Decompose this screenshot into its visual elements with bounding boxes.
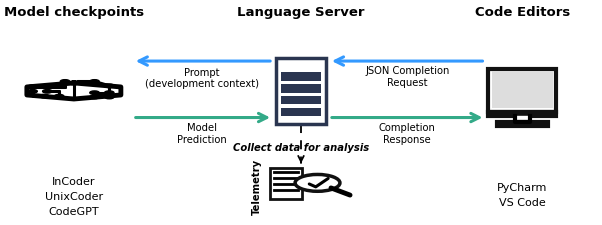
Text: Code Editors: Code Editors	[474, 6, 570, 18]
Circle shape	[90, 80, 99, 84]
FancyBboxPatch shape	[281, 96, 321, 105]
Circle shape	[60, 80, 70, 84]
FancyBboxPatch shape	[488, 69, 556, 112]
Circle shape	[295, 175, 340, 191]
Text: InCoder
UnixCoder
CodeGPT: InCoder UnixCoder CodeGPT	[45, 176, 103, 216]
Circle shape	[54, 95, 64, 99]
FancyBboxPatch shape	[497, 123, 548, 127]
Text: Language Server: Language Server	[237, 6, 365, 18]
Text: PyCharm
VS Code: PyCharm VS Code	[497, 182, 547, 207]
Circle shape	[105, 85, 114, 88]
Polygon shape	[27, 83, 121, 99]
Circle shape	[90, 96, 99, 99]
Text: Model checkpoints: Model checkpoints	[4, 6, 144, 18]
FancyBboxPatch shape	[276, 58, 326, 125]
Circle shape	[90, 92, 99, 95]
FancyBboxPatch shape	[281, 73, 321, 81]
Circle shape	[105, 92, 114, 95]
FancyBboxPatch shape	[270, 169, 302, 200]
Text: JSON Completion
Request: JSON Completion Request	[365, 66, 449, 88]
Text: Completion
Response: Completion Response	[379, 122, 436, 144]
Text: Collect data for analysis: Collect data for analysis	[233, 142, 369, 152]
Circle shape	[43, 90, 52, 94]
FancyBboxPatch shape	[488, 112, 556, 116]
Circle shape	[28, 86, 37, 89]
Circle shape	[105, 96, 114, 99]
FancyBboxPatch shape	[492, 72, 553, 109]
Text: Telemetry: Telemetry	[252, 158, 262, 214]
FancyBboxPatch shape	[281, 85, 321, 93]
Circle shape	[43, 86, 52, 89]
Circle shape	[40, 95, 49, 99]
Text: Prompt
(development context): Prompt (development context)	[145, 67, 259, 89]
Circle shape	[28, 90, 37, 94]
Polygon shape	[515, 116, 530, 123]
Text: Model
Prediction: Model Prediction	[177, 122, 227, 144]
FancyBboxPatch shape	[281, 108, 321, 117]
